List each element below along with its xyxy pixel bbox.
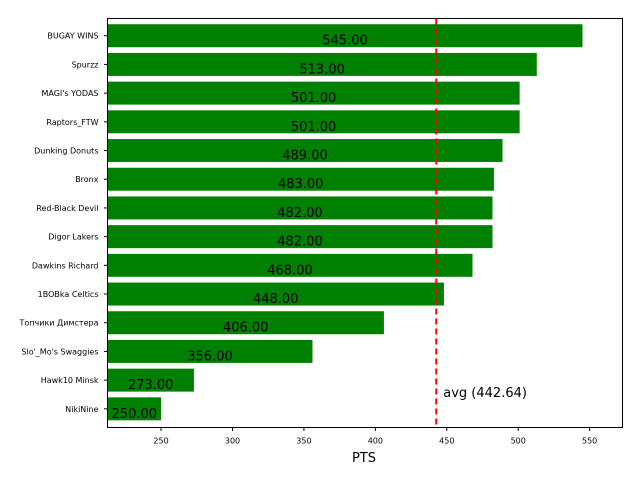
y-tick-label: Raptors_FTW	[46, 118, 98, 127]
bar-value-label: 406.00	[223, 321, 269, 336]
bar	[107, 52, 537, 76]
bar-value-label: 356.00	[187, 349, 233, 364]
bar	[107, 110, 520, 134]
bar-value-label: 501.00	[291, 120, 337, 135]
y-tick-label: Dawkins Richard	[32, 261, 99, 270]
bar-value-label: 501.00	[291, 91, 337, 106]
value-labels-group: 545.00 513.00 501.00 501.00 489.00 483.00 482.…	[112, 34, 368, 422]
bar-value-label: 489.00	[282, 149, 328, 164]
bar-value-label: 448.00	[253, 292, 299, 307]
bar	[107, 196, 493, 220]
x-tick-label: 550	[582, 437, 597, 446]
y-tick-label: Digor Lakers	[48, 233, 98, 242]
y-tick-label: NikiNine	[65, 405, 98, 414]
bar	[107, 311, 384, 335]
x-tick-label: 400	[368, 437, 383, 446]
y-tick-label: Bronx	[75, 175, 99, 184]
average-label: avg (442.64)	[443, 386, 527, 401]
bar	[107, 81, 520, 105]
bar	[107, 397, 162, 421]
x-tick-label: 450	[439, 437, 454, 446]
bars-group	[107, 24, 583, 421]
bar-value-label: 482.00	[277, 206, 323, 221]
bar	[107, 225, 493, 249]
bar-value-label: 513.00	[299, 62, 345, 77]
bar	[107, 139, 503, 163]
bar	[107, 253, 473, 277]
bar-value-label: 482.00	[277, 235, 323, 250]
y-tick-label: Red-Black Devil	[36, 204, 98, 213]
y-tick-label: BUGAY WINS	[47, 32, 98, 41]
bar-value-label: 483.00	[278, 177, 324, 192]
x-axis: 250 300 350 400 450 500 550	[153, 427, 597, 446]
y-tick-label: Топчики Димстера	[19, 319, 99, 328]
bar	[107, 339, 313, 363]
y-tick-label: MAGI's YODAS	[41, 89, 98, 98]
y-tick-label: Dunking Donuts	[34, 147, 98, 156]
x-tick-label: 300	[225, 437, 240, 446]
bar	[107, 24, 583, 48]
bar-value-label: 545.00	[322, 34, 368, 49]
y-tick-label: 1BOBka Celtics	[38, 290, 99, 299]
bar	[107, 282, 444, 306]
bar-value-label: 273.00	[128, 378, 174, 393]
x-tick-label: 350	[296, 437, 311, 446]
x-tick-label: 500	[511, 437, 526, 446]
x-tick-label: 250	[153, 437, 168, 446]
bar	[107, 368, 194, 392]
y-tick-label: Spurzz	[72, 60, 99, 69]
y-tick-label: Hawk10 Minsk	[41, 376, 99, 385]
y-tick-label: Slo'_Mo's Swaggies	[21, 347, 98, 356]
bar-value-label: 250.00	[112, 407, 158, 422]
x-axis-label: PTS	[352, 451, 376, 466]
plot-frame	[107, 18, 623, 428]
y-axis: BUGAY WINS Spurzz MAGI's YODAS Raptors_FTW D…	[19, 32, 108, 414]
bar	[107, 167, 494, 191]
bar-value-label: 468.00	[267, 263, 313, 278]
